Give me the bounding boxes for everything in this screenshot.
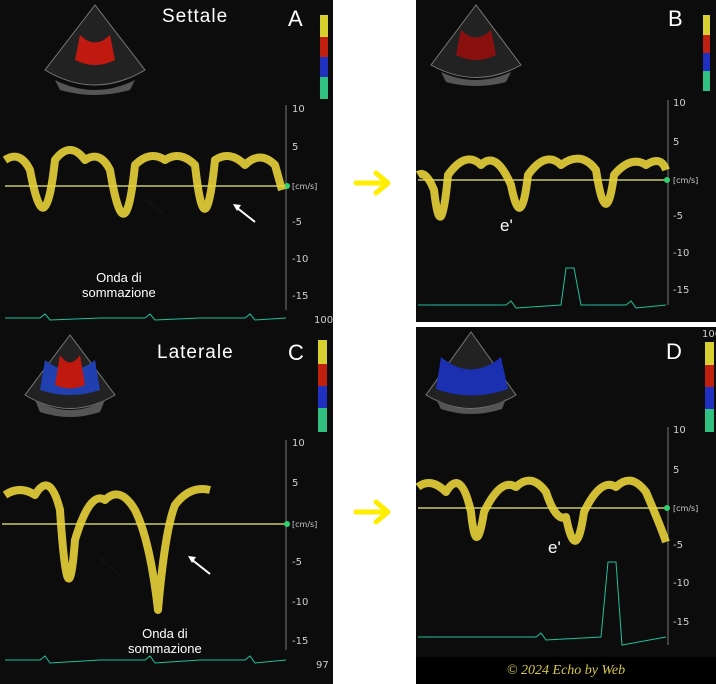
doppler-trace [416,154,670,221]
tick-label: 5 [673,137,680,148]
tick-label: -10 [292,597,309,608]
panel-letter: A [288,6,303,31]
unit-label: [cm/s] [673,176,699,185]
tick-label: 10 [673,98,686,109]
unit-label: [cm/s] [292,182,318,191]
echo-sector-thumbnail [430,4,522,86]
color-scale-bar [318,340,327,432]
annotation-label: Onda di sommazione [82,270,156,300]
tick-label: 5 [292,142,299,153]
copyright-credit: © 2024 Echo by Web [416,657,716,684]
panel-a-graphics [2,4,328,321]
e-prime-label: e' [548,538,561,557]
tick-label: -5 [673,540,683,551]
tick-label: -10 [673,578,690,589]
tick-label: -15 [673,617,690,628]
right-arrow-icon [353,499,391,525]
echo-sector-thumbnail [24,334,116,417]
color-scale-bar [703,15,710,91]
panel-title: Settale [162,6,229,27]
white-arrow [190,558,211,575]
unit-label: [cm/s] [292,520,318,529]
tick-label: -10 [673,248,690,259]
tick-label: 10 [292,104,305,115]
panel-letter: D [666,339,682,364]
tick-label: -15 [673,285,690,296]
panel-c-laterale: Laterale C Onda di sommazione [cm/s] 10 … [0,330,333,684]
panel-letter: C [288,340,304,365]
color-scale-bar [320,15,328,99]
ecg-trace [5,313,287,321]
doppler-trace [416,476,670,545]
top-number: 106 [702,329,716,340]
echo-sector-thumbnail [425,331,517,414]
tick-label: -5 [292,557,302,568]
panel-b-graphics [416,4,710,309]
doppler-trace [2,146,286,218]
panel-title: Laterale [157,342,234,363]
tick-label: -15 [292,291,309,302]
panel-b: B e' [cm/s] 10 5 -5 -10 -15 [416,0,716,322]
tick-label: -15 [292,636,309,647]
ecg-trace [5,655,287,664]
tick-label: 10 [292,438,305,449]
annotation-label: Onda di sommazione [128,626,202,656]
panel-d-graphics [416,331,714,646]
tick-label: 10 [673,425,686,436]
panel-letter: B [668,6,683,31]
doppler-trace [2,481,211,614]
color-scale-bar [705,342,714,432]
ecg-trace [418,561,667,646]
right-arrow-icon [353,170,391,196]
white-arrow [235,206,256,223]
echo-sector-thumbnail [44,4,146,95]
black-arrow [101,559,121,576]
tick-label: -10 [292,254,309,265]
bottom-number: 100 [314,315,333,326]
tick-label: 5 [292,478,299,489]
tick-label: -5 [673,211,683,222]
unit-label: [cm/s] [673,504,699,513]
tick-label: -5 [292,217,302,228]
tick-label: 5 [673,465,680,476]
bottom-number: 97 [316,660,329,671]
ecg-trace [418,267,667,309]
panel-c-graphics [2,334,327,664]
panel-a-settale: Settale A Onda di sommazione [cm/s] 10 5… [0,0,333,330]
panel-d: D e' [cm/s] 106 10 5 -5 -10 -15 [416,327,716,657]
e-prime-label: e' [500,216,513,235]
